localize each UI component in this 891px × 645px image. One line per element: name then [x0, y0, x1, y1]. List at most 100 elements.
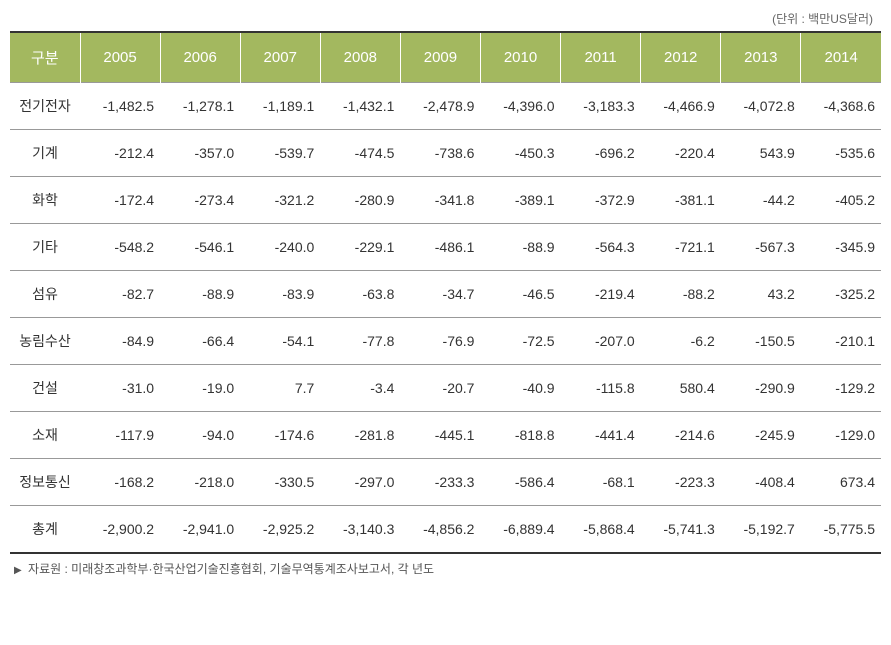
data-cell: -2,941.0	[160, 506, 240, 554]
data-cell: -567.3	[721, 224, 801, 271]
data-cell: -174.6	[240, 412, 320, 459]
header-cell-2012: 2012	[641, 32, 721, 83]
data-cell: -5,741.3	[641, 506, 721, 554]
data-cell: -63.8	[320, 271, 400, 318]
source-note-text: 자료원 : 미래창조과학부·한국산업기술진흥협회, 기술무역통계조사보고서, 각…	[28, 562, 434, 576]
header-cell-2014: 2014	[801, 32, 881, 83]
data-cell: -44.2	[721, 177, 801, 224]
data-cell: -4,856.2	[400, 506, 480, 554]
data-cell: -129.0	[801, 412, 881, 459]
data-cell: -297.0	[320, 459, 400, 506]
data-cell: -4,396.0	[480, 83, 560, 130]
row-label: 기타	[10, 224, 80, 271]
row-label: 건설	[10, 365, 80, 412]
data-cell: -207.0	[561, 318, 641, 365]
table-row: 건설-31.0-19.07.7-3.4-20.7-40.9-115.8580.4…	[10, 365, 881, 412]
data-cell: -77.8	[320, 318, 400, 365]
header-cell-2011: 2011	[561, 32, 641, 83]
data-cell: -6.2	[641, 318, 721, 365]
data-cell: -5,192.7	[721, 506, 801, 554]
data-cell: -3,140.3	[320, 506, 400, 554]
source-note: ▶ 자료원 : 미래창조과학부·한국산업기술진흥협회, 기술무역통계조사보고서,…	[10, 560, 881, 577]
data-cell: -115.8	[561, 365, 641, 412]
data-cell: 7.7	[240, 365, 320, 412]
data-cell: -405.2	[801, 177, 881, 224]
data-cell: -5,775.5	[801, 506, 881, 554]
data-cell: -1,432.1	[320, 83, 400, 130]
data-cell: -321.2	[240, 177, 320, 224]
data-cell: -357.0	[160, 130, 240, 177]
data-cell: -240.0	[240, 224, 320, 271]
data-cell: -129.2	[801, 365, 881, 412]
data-cell: -4,368.6	[801, 83, 881, 130]
data-cell: -66.4	[160, 318, 240, 365]
data-cell: -721.1	[641, 224, 721, 271]
data-cell: -696.2	[561, 130, 641, 177]
data-cell: -6,889.4	[480, 506, 560, 554]
table-row: 농림수산-84.9-66.4-54.1-77.8-76.9-72.5-207.0…	[10, 318, 881, 365]
data-cell: -54.1	[240, 318, 320, 365]
header-cell-2006: 2006	[160, 32, 240, 83]
data-cell: -2,925.2	[240, 506, 320, 554]
data-cell: -219.4	[561, 271, 641, 318]
data-cell: -5,868.4	[561, 506, 641, 554]
header-cell-category: 구분	[10, 32, 80, 83]
table-row: 화학-172.4-273.4-321.2-280.9-341.8-389.1-3…	[10, 177, 881, 224]
data-cell: -1,189.1	[240, 83, 320, 130]
row-label: 섬유	[10, 271, 80, 318]
data-cell: -233.3	[400, 459, 480, 506]
data-cell: 43.2	[721, 271, 801, 318]
data-cell: 543.9	[721, 130, 801, 177]
data-cell: -445.1	[400, 412, 480, 459]
data-cell: -486.1	[400, 224, 480, 271]
data-cell: -381.1	[641, 177, 721, 224]
data-cell: -4,466.9	[641, 83, 721, 130]
data-cell: -281.8	[320, 412, 400, 459]
data-cell: -150.5	[721, 318, 801, 365]
data-cell: -210.1	[801, 318, 881, 365]
data-cell: -535.6	[801, 130, 881, 177]
table-body: 전기전자-1,482.5-1,278.1-1,189.1-1,432.1-2,4…	[10, 83, 881, 554]
header-cell-2005: 2005	[80, 32, 160, 83]
row-label: 총계	[10, 506, 80, 554]
table-row: 소재-117.9-94.0-174.6-281.8-445.1-818.8-44…	[10, 412, 881, 459]
row-label: 정보통신	[10, 459, 80, 506]
data-cell: -2,900.2	[80, 506, 160, 554]
data-cell: -474.5	[320, 130, 400, 177]
data-cell: -564.3	[561, 224, 641, 271]
data-cell: -40.9	[480, 365, 560, 412]
data-cell: 673.4	[801, 459, 881, 506]
data-cell: -4,072.8	[721, 83, 801, 130]
data-cell: -818.8	[480, 412, 560, 459]
data-cell: -34.7	[400, 271, 480, 318]
data-cell: -168.2	[80, 459, 160, 506]
data-cell: -68.1	[561, 459, 641, 506]
table-row: 총계-2,900.2-2,941.0-2,925.2-3,140.3-4,856…	[10, 506, 881, 554]
data-cell: -223.3	[641, 459, 721, 506]
data-cell: -82.7	[80, 271, 160, 318]
header-cell-2009: 2009	[400, 32, 480, 83]
data-table: 구분 2005 2006 2007 2008 2009 2010 2011 20…	[10, 31, 881, 554]
table-row: 기타-548.2-546.1-240.0-229.1-486.1-88.9-56…	[10, 224, 881, 271]
data-cell: -738.6	[400, 130, 480, 177]
data-cell: -84.9	[80, 318, 160, 365]
data-cell: -245.9	[721, 412, 801, 459]
data-cell: -20.7	[400, 365, 480, 412]
data-cell: -273.4	[160, 177, 240, 224]
data-cell: -290.9	[721, 365, 801, 412]
data-cell: -19.0	[160, 365, 240, 412]
table-header: 구분 2005 2006 2007 2008 2009 2010 2011 20…	[10, 32, 881, 83]
data-cell: -88.9	[160, 271, 240, 318]
data-cell: -345.9	[801, 224, 881, 271]
table-row: 기계-212.4-357.0-539.7-474.5-738.6-450.3-6…	[10, 130, 881, 177]
data-cell: -88.2	[641, 271, 721, 318]
table-row: 전기전자-1,482.5-1,278.1-1,189.1-1,432.1-2,4…	[10, 83, 881, 130]
data-cell: -450.3	[480, 130, 560, 177]
data-cell: -83.9	[240, 271, 320, 318]
data-cell: -548.2	[80, 224, 160, 271]
data-cell: -539.7	[240, 130, 320, 177]
data-cell: -31.0	[80, 365, 160, 412]
data-cell: -3,183.3	[561, 83, 641, 130]
data-cell: -546.1	[160, 224, 240, 271]
data-cell: -586.4	[480, 459, 560, 506]
